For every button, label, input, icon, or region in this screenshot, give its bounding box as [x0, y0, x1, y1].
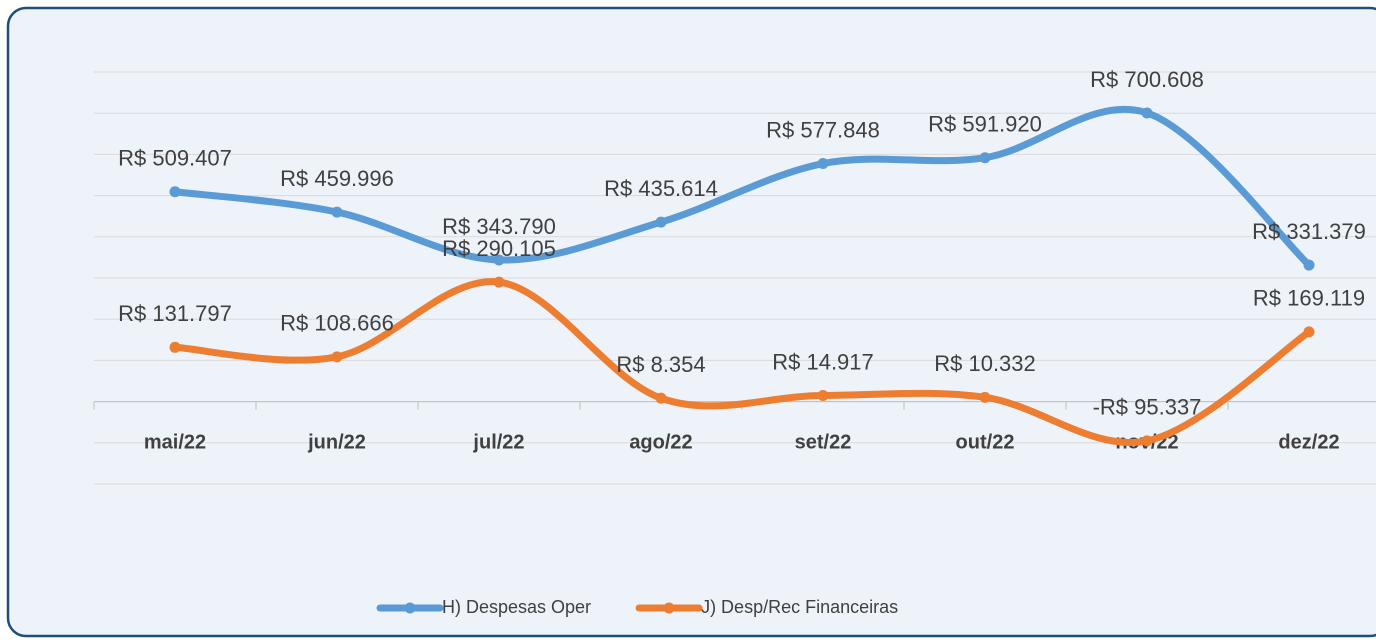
data-label: R$ 8.354: [616, 352, 705, 377]
point-marker: [817, 389, 829, 401]
point-marker: [493, 254, 505, 266]
point-marker: [1141, 107, 1153, 119]
legend-marker: [663, 602, 675, 614]
data-label: R$ 108.666: [280, 311, 394, 336]
data-label: R$ 700.608: [1090, 67, 1204, 92]
point-marker: [1303, 259, 1315, 271]
x-tick-label: jun/22: [307, 431, 366, 453]
series-line: [171, 278, 1313, 446]
legend-label: J) Desp/Rec Financeiras: [701, 597, 898, 617]
x-tick-label: jul/22: [472, 431, 524, 453]
point-marker: [1303, 326, 1315, 338]
point-marker: [655, 392, 667, 404]
point-marker: [979, 152, 991, 164]
x-tick-label: set/22: [795, 431, 852, 453]
point-marker: [817, 158, 829, 170]
data-label: -R$ 95.337: [1093, 395, 1202, 420]
point-marker: [331, 206, 343, 218]
data-label: R$ 435.614: [604, 176, 718, 201]
legend-label: H) Despesas Oper: [442, 597, 591, 617]
point-marker: [1141, 435, 1153, 447]
data-label: R$ 169.119: [1253, 286, 1365, 311]
point-marker: [331, 351, 343, 363]
data-label: R$ 577.848: [766, 117, 880, 142]
data-label: R$ 509.407: [118, 146, 232, 171]
point-marker: [169, 341, 181, 353]
data-label: R$ 131.797: [118, 301, 232, 326]
point-marker: [169, 186, 181, 198]
x-tick-label: out/22: [956, 431, 1015, 453]
point-marker: [655, 216, 667, 228]
data-label: R$ 14.917: [772, 349, 874, 374]
data-label: R$ 290.105: [442, 236, 556, 261]
point-marker: [493, 276, 505, 288]
point-marker: [979, 391, 991, 403]
data-label: R$ 331.379: [1252, 219, 1366, 244]
data-label: R$ 10.332: [934, 351, 1036, 376]
x-tick-label: ago/22: [629, 431, 692, 453]
data-label: R$ 343.790: [442, 214, 556, 239]
data-label: R$ 459.996: [280, 166, 394, 191]
data-label: R$ 591.920: [928, 112, 1042, 137]
chart-frame: [6, 6, 1376, 638]
x-tick-label: mai/22: [144, 431, 206, 453]
x-tick-label: dez/22: [1278, 431, 1339, 453]
legend-marker: [404, 602, 416, 614]
